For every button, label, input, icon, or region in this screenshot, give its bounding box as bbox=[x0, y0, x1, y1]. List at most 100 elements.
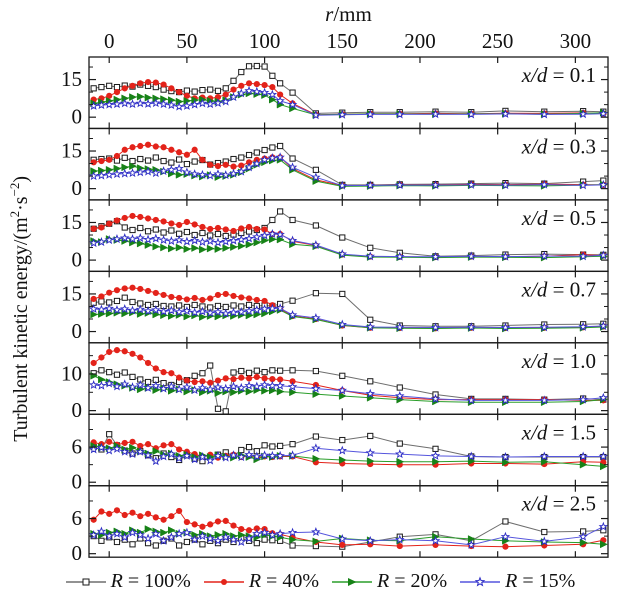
marker-square-open bbox=[339, 290, 346, 298]
marker-square-open bbox=[245, 369, 253, 376]
marker-triangle-right bbox=[338, 392, 347, 400]
marker-star-open bbox=[158, 306, 169, 316]
marker-star-open bbox=[127, 99, 138, 109]
marker-star-open bbox=[143, 450, 153, 460]
marker-star-open bbox=[112, 381, 122, 391]
marker-square-open bbox=[152, 154, 159, 161]
legend-item-20: R = 20% bbox=[331, 570, 447, 593]
marker-circle-filled bbox=[129, 82, 136, 89]
marker-star-open bbox=[395, 534, 405, 544]
marker-triangle-right bbox=[160, 243, 169, 252]
marker-circle-filled bbox=[152, 365, 159, 372]
y-tick-label: 6 bbox=[72, 506, 83, 530]
marker-circle-filled bbox=[176, 374, 183, 381]
marker-triangle-right bbox=[191, 244, 200, 252]
marker-square-open bbox=[432, 445, 439, 452]
marker-star-open bbox=[88, 171, 99, 181]
marker-star-open bbox=[143, 166, 153, 176]
marker-triangle-right bbox=[289, 535, 298, 544]
marker-circle-filled bbox=[113, 217, 121, 224]
marker-circle-filled bbox=[230, 522, 237, 529]
marker-square-open bbox=[312, 166, 319, 173]
marker-star-open bbox=[151, 98, 161, 108]
marker-star-open bbox=[500, 452, 511, 462]
marker-square-open bbox=[160, 157, 167, 165]
marker-circle-filled bbox=[137, 513, 144, 520]
marker-triangle-right bbox=[129, 93, 137, 102]
marker-circle-filled bbox=[90, 225, 97, 232]
marker-triangle-right bbox=[152, 242, 161, 251]
marker-square-open bbox=[289, 441, 296, 448]
marker-triangle-right bbox=[261, 386, 270, 395]
marker-star-open bbox=[135, 529, 146, 539]
marker-square-open bbox=[199, 370, 206, 377]
marker-star-open bbox=[337, 249, 348, 259]
marker-circle-filled bbox=[253, 225, 260, 233]
marker-star-open bbox=[466, 451, 477, 461]
marker-square-open bbox=[238, 446, 245, 454]
marker-star-open bbox=[539, 451, 550, 461]
marker-square-open bbox=[277, 142, 284, 150]
marker-square-open bbox=[214, 405, 222, 412]
marker-circle-filled bbox=[191, 146, 198, 153]
legend-item-15: R = 15% bbox=[459, 570, 575, 593]
marker-circle-filled bbox=[144, 215, 152, 222]
marker-square-open bbox=[98, 537, 105, 544]
marker-circle-filled bbox=[144, 287, 152, 295]
marker-circle-filled bbox=[106, 289, 113, 296]
marker-square-open bbox=[191, 88, 198, 95]
marker-star-open bbox=[143, 382, 153, 392]
marker-star-open bbox=[244, 233, 254, 243]
marker-star-open bbox=[189, 169, 200, 179]
marker-star-open bbox=[220, 532, 231, 542]
marker-circle-filled bbox=[396, 542, 403, 550]
marker-triangle-right bbox=[253, 238, 262, 247]
marker-star-open bbox=[430, 251, 441, 261]
marker-triangle-right bbox=[579, 460, 588, 469]
marker-star-open bbox=[578, 531, 588, 541]
marker-circle-filled bbox=[168, 441, 175, 448]
marker-square-open bbox=[245, 151, 253, 159]
marker-star-open bbox=[88, 238, 99, 248]
marker-star-open bbox=[228, 168, 239, 178]
marker-square-open bbox=[253, 149, 260, 156]
marker-star-open bbox=[598, 108, 609, 118]
panel-annotation: x/d = 1.5 bbox=[521, 420, 596, 444]
marker-square-open bbox=[245, 63, 253, 70]
marker-star-open bbox=[395, 322, 405, 332]
marker-star-open bbox=[466, 395, 477, 405]
marker-circle-filled bbox=[137, 80, 144, 87]
marker-star-open bbox=[311, 383, 321, 393]
marker-star-open bbox=[158, 235, 169, 245]
marker-star-open bbox=[500, 251, 511, 261]
marker-square-open bbox=[367, 316, 374, 323]
marker-star-open bbox=[104, 531, 114, 541]
marker-square-open bbox=[176, 156, 183, 163]
marker-star-open bbox=[236, 452, 247, 462]
marker-triangle-right bbox=[129, 162, 137, 170]
marker-square-open bbox=[230, 77, 237, 84]
marker-square-open bbox=[137, 224, 144, 232]
marker-triangle-right bbox=[175, 170, 184, 179]
y-tick-label: 6 bbox=[72, 435, 83, 459]
marker-star-open bbox=[259, 303, 270, 314]
marker-circle-filled bbox=[113, 89, 121, 96]
marker-star-open bbox=[166, 100, 177, 110]
marker-star-open bbox=[539, 179, 550, 189]
marker-star-open bbox=[395, 109, 405, 119]
marker-star-open bbox=[337, 319, 348, 329]
marker-star-open bbox=[182, 450, 192, 460]
marker-square-open bbox=[289, 542, 296, 549]
marker-circle-filled bbox=[168, 513, 175, 520]
marker-circle-filled bbox=[238, 82, 245, 89]
marker-square-open bbox=[160, 86, 167, 93]
marker-triangle-right bbox=[289, 388, 298, 397]
marker-circle-filled bbox=[245, 223, 253, 231]
marker-circle-filled bbox=[106, 220, 113, 227]
marker-triangle-right bbox=[199, 313, 207, 321]
marker-star-open bbox=[220, 383, 231, 393]
marker-circle-filled bbox=[152, 143, 159, 150]
marker-circle-filled bbox=[222, 91, 229, 98]
y-tick-label: 15 bbox=[61, 210, 82, 234]
marker-square-open bbox=[90, 85, 97, 92]
